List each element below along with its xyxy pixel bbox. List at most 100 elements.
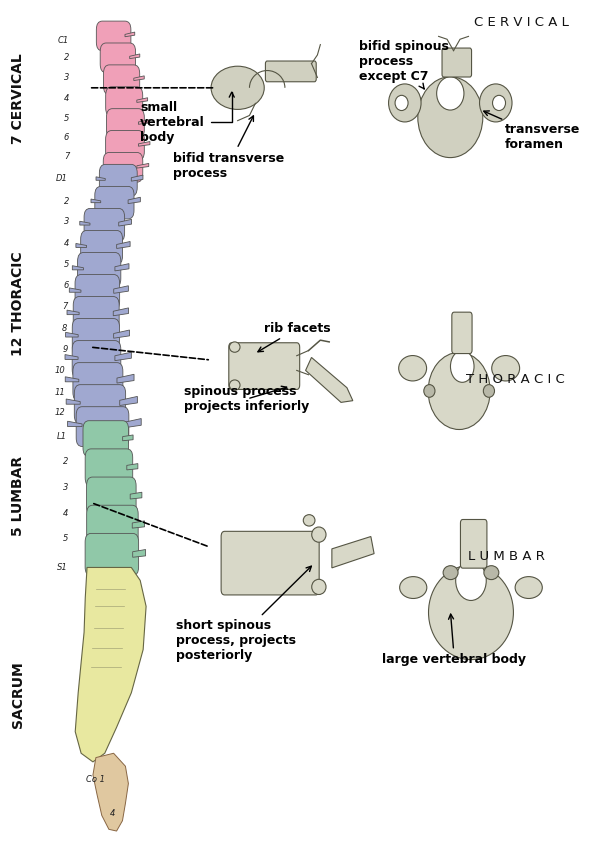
Text: C E R V I C A L: C E R V I C A L <box>474 16 569 29</box>
Ellipse shape <box>437 77 464 110</box>
Polygon shape <box>91 199 101 203</box>
Text: 7: 7 <box>64 153 70 161</box>
Ellipse shape <box>484 385 494 397</box>
Text: bifid transverse
process: bifid transverse process <box>173 116 284 179</box>
Polygon shape <box>139 141 150 147</box>
FancyBboxPatch shape <box>265 61 316 81</box>
Ellipse shape <box>395 95 408 110</box>
Text: 5 LUMBAR: 5 LUMBAR <box>11 456 25 536</box>
FancyBboxPatch shape <box>85 533 139 576</box>
Polygon shape <box>120 396 137 406</box>
Text: 5: 5 <box>64 259 70 269</box>
Ellipse shape <box>443 565 458 580</box>
FancyBboxPatch shape <box>95 186 134 219</box>
FancyBboxPatch shape <box>86 477 136 516</box>
FancyBboxPatch shape <box>73 297 119 333</box>
Text: 8: 8 <box>62 323 68 333</box>
Polygon shape <box>119 219 131 226</box>
Polygon shape <box>128 197 140 204</box>
Text: 5: 5 <box>64 114 70 122</box>
Polygon shape <box>65 332 78 337</box>
Polygon shape <box>130 54 140 59</box>
Text: 6: 6 <box>64 134 70 142</box>
Text: large vertebral body: large vertebral body <box>382 614 526 667</box>
FancyBboxPatch shape <box>221 531 319 595</box>
Text: rib facets: rib facets <box>258 322 331 352</box>
Text: 12: 12 <box>55 408 65 417</box>
Polygon shape <box>96 177 105 180</box>
FancyBboxPatch shape <box>442 48 472 77</box>
Text: 2: 2 <box>64 197 70 205</box>
FancyBboxPatch shape <box>86 505 138 546</box>
Text: S1: S1 <box>58 563 68 572</box>
Text: 12 THORACIC: 12 THORACIC <box>11 251 25 356</box>
Polygon shape <box>127 464 138 470</box>
Polygon shape <box>132 521 145 528</box>
Text: 5: 5 <box>63 534 68 544</box>
Polygon shape <box>122 435 133 440</box>
Polygon shape <box>116 242 130 249</box>
Text: 4: 4 <box>109 809 115 818</box>
Text: bifid spinous
process
except C7: bifid spinous process except C7 <box>359 41 449 88</box>
Text: 3: 3 <box>63 483 68 492</box>
FancyBboxPatch shape <box>84 208 125 242</box>
Ellipse shape <box>211 66 264 109</box>
Polygon shape <box>93 753 128 831</box>
FancyBboxPatch shape <box>106 108 145 139</box>
Ellipse shape <box>389 84 421 122</box>
FancyBboxPatch shape <box>72 341 121 378</box>
Text: 4: 4 <box>63 509 68 518</box>
Ellipse shape <box>492 355 520 381</box>
FancyBboxPatch shape <box>103 153 143 182</box>
Text: 7: 7 <box>62 302 68 311</box>
Ellipse shape <box>400 577 427 598</box>
Ellipse shape <box>303 515 315 526</box>
Polygon shape <box>113 308 128 316</box>
FancyBboxPatch shape <box>106 87 143 116</box>
Ellipse shape <box>455 561 486 601</box>
Polygon shape <box>70 288 81 292</box>
Polygon shape <box>80 221 90 225</box>
FancyBboxPatch shape <box>85 449 133 486</box>
Polygon shape <box>134 75 144 81</box>
Ellipse shape <box>479 84 512 122</box>
Text: Co 1: Co 1 <box>86 775 105 784</box>
Polygon shape <box>75 568 146 762</box>
Text: L U M B A R: L U M B A R <box>468 550 545 563</box>
Text: spinous process
projects inferiorly: spinous process projects inferiorly <box>184 385 310 413</box>
Text: small
vertebral
body: small vertebral body <box>140 92 234 144</box>
Polygon shape <box>115 352 131 361</box>
Polygon shape <box>68 421 82 427</box>
Text: 4: 4 <box>64 94 70 102</box>
Text: L1: L1 <box>56 433 67 441</box>
Ellipse shape <box>428 352 490 429</box>
Polygon shape <box>123 419 141 428</box>
Text: 2: 2 <box>64 53 70 62</box>
FancyBboxPatch shape <box>74 385 125 424</box>
FancyBboxPatch shape <box>83 420 128 457</box>
Polygon shape <box>66 399 80 404</box>
Polygon shape <box>67 310 79 315</box>
Polygon shape <box>115 264 129 271</box>
Polygon shape <box>113 330 130 338</box>
Polygon shape <box>133 550 146 557</box>
FancyBboxPatch shape <box>77 252 121 287</box>
Polygon shape <box>130 492 142 499</box>
Polygon shape <box>76 244 86 247</box>
Ellipse shape <box>418 77 483 158</box>
FancyBboxPatch shape <box>100 165 137 196</box>
FancyBboxPatch shape <box>229 342 299 389</box>
Text: C1: C1 <box>58 36 70 45</box>
Text: 6: 6 <box>64 281 70 290</box>
FancyBboxPatch shape <box>106 131 145 160</box>
FancyBboxPatch shape <box>73 362 123 401</box>
FancyBboxPatch shape <box>460 519 487 568</box>
Text: 11: 11 <box>55 388 65 396</box>
FancyBboxPatch shape <box>75 275 119 310</box>
Text: T H O R A C I C: T H O R A C I C <box>466 374 565 387</box>
Text: 10: 10 <box>55 366 65 375</box>
Text: 2: 2 <box>63 457 68 466</box>
FancyBboxPatch shape <box>97 21 131 51</box>
Text: 3: 3 <box>64 73 70 82</box>
FancyBboxPatch shape <box>72 318 119 355</box>
